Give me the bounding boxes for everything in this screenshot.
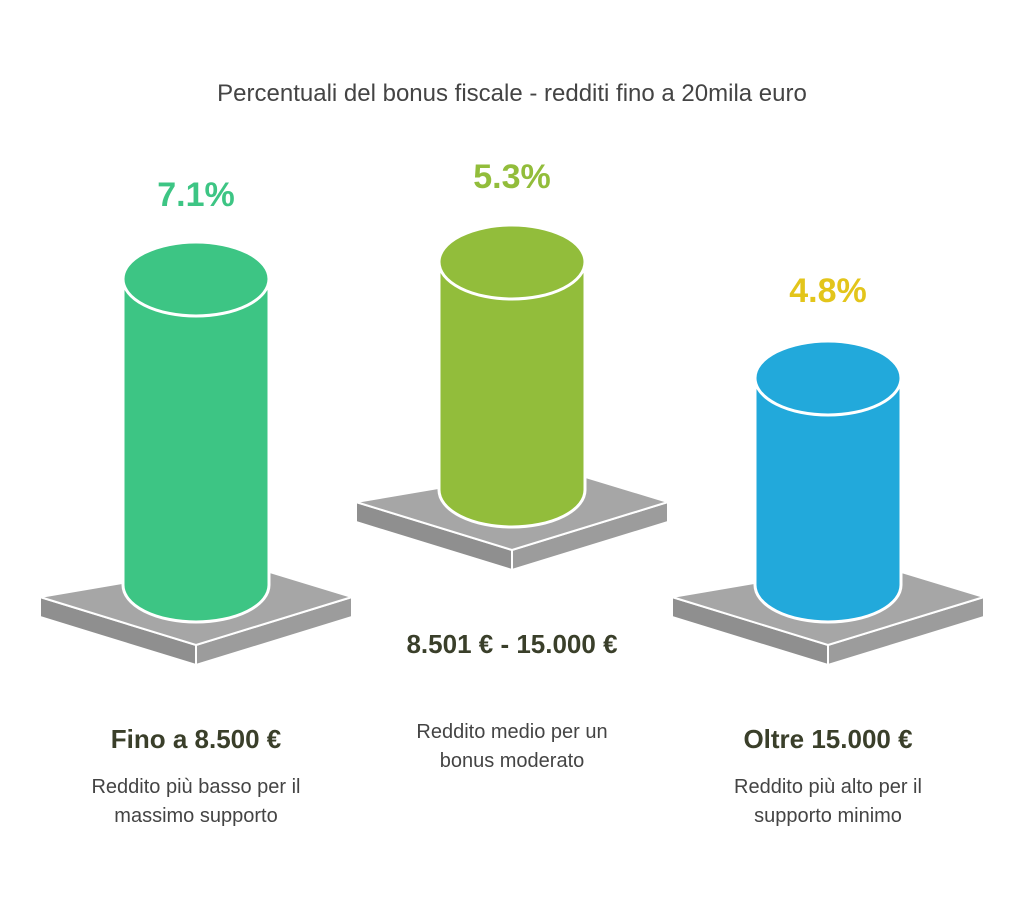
value-label: 5.3% xyxy=(473,158,551,196)
heading: 8.501 € - 15.000 € xyxy=(406,629,618,659)
cylinder-body xyxy=(753,376,903,624)
cylinder-body xyxy=(121,277,271,624)
heading: Fino a 8.500 € xyxy=(110,724,282,754)
cylinder-top xyxy=(753,339,903,417)
cylinder-top xyxy=(121,240,271,318)
value-label: 7.1% xyxy=(157,176,235,214)
description: Reddito più basso per il massimo support… xyxy=(91,776,301,827)
value-label: 4.8% xyxy=(789,272,867,310)
description: Reddito più alto per il supporto minimo xyxy=(734,776,922,827)
cylinder-body xyxy=(437,260,587,529)
cylinder-top xyxy=(437,223,587,301)
description: Reddito medio per un bonus moderato xyxy=(416,721,608,772)
heading: Oltre 15.000 € xyxy=(743,724,913,754)
title: Percentuali del bonus fiscale - redditi … xyxy=(217,80,807,107)
